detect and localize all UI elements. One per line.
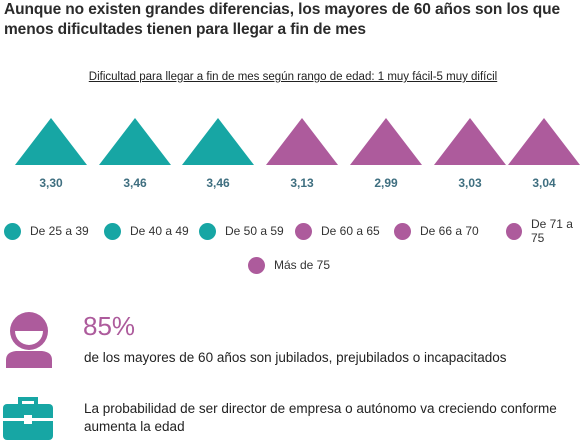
triangle-marker — [266, 118, 338, 165]
legend-label: De 60 a 65 — [321, 224, 380, 238]
headline: Aunque no existen grandes diferencias, l… — [4, 1, 561, 38]
legend-row: De 25 a 39 De 40 a 49 De 50 a 59 De 60 a 65… — [0, 217, 586, 245]
stat-text: de los mayores de 60 años son jubilados,… — [84, 350, 507, 365]
legend: De 25 a 39 De 40 a 49 De 50 a 59 De 60 a 65… — [0, 217, 586, 276]
chart: 3,30 3,46 3,46 3,13 2,99 3,03 3,04 — [15, 118, 580, 190]
legend-label: De 50 a 59 — [225, 224, 284, 238]
legend-label: De 25 a 39 — [30, 224, 89, 238]
legend-dot-icon — [104, 222, 121, 240]
legend-label: De 66 a 70 — [420, 224, 479, 238]
legend-item: De 60 a 65 — [295, 220, 394, 242]
legend-item: Más de 75 — [248, 254, 330, 276]
stat-value: 85% — [83, 311, 136, 341]
briefcase-icon — [3, 397, 53, 440]
legend-dot-icon — [4, 222, 21, 240]
value-label: 3,04 — [532, 176, 556, 190]
triangle-marker — [182, 118, 254, 165]
value-label: 3,13 — [290, 176, 314, 190]
legend-dot-icon — [248, 256, 265, 274]
triangle-marker — [434, 118, 506, 165]
legend-label: Más de 75 — [274, 258, 331, 272]
value-label: 3,46 — [206, 176, 230, 190]
triangle-marker — [99, 118, 171, 165]
triangle-marker — [15, 118, 87, 165]
stat-text: La probabilidad de ser director de empre… — [84, 401, 557, 434]
legend-item: De 25 a 39 — [4, 220, 104, 242]
value-label: 3,46 — [123, 176, 147, 190]
legend-dot-icon — [394, 222, 411, 240]
legend-item: De 50 a 59 — [199, 220, 295, 242]
value-label: 2,99 — [374, 176, 398, 190]
legend-row: Más de 75 — [0, 254, 586, 276]
legend-dot-icon — [295, 222, 312, 240]
triangle-marker — [508, 118, 580, 165]
chart-title: Dificultad para llegar a fin de mes segú… — [88, 71, 498, 83]
legend-label: De 71 a 75 — [530, 217, 573, 245]
triangle-marker — [350, 118, 422, 165]
person-icon — [6, 312, 52, 368]
legend-label: De 40 a 49 — [130, 224, 189, 238]
legend-item: De 40 a 49 — [104, 220, 199, 242]
value-label: 3,03 — [458, 176, 482, 190]
value-label: 3,30 — [39, 176, 63, 190]
legend-dot-icon — [506, 222, 522, 240]
legend-item: De 66 a 70 — [394, 220, 506, 242]
legend-dot-icon — [199, 222, 216, 240]
legend-item: De 71 a 75 — [506, 217, 586, 245]
